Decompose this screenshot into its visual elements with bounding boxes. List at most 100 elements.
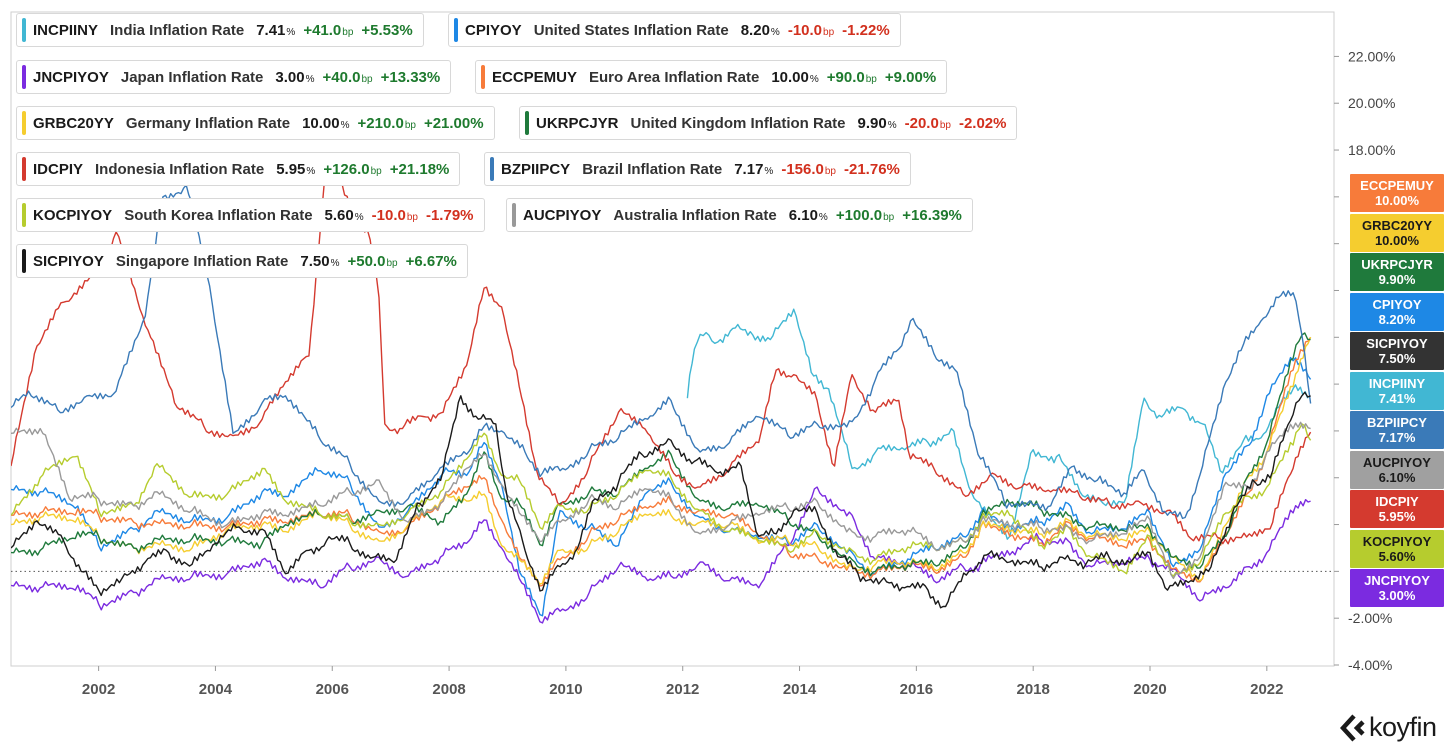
legend-value: 7.50% xyxy=(300,252,340,270)
series-line-aucpiyoy xyxy=(11,421,1311,580)
legend-ticker: UKRPCJYR xyxy=(536,114,619,132)
value-tag-aucpiyoy: AUCPIYOY 6.10% xyxy=(1350,450,1444,489)
legend-ticker: CPIYOY xyxy=(465,21,522,39)
value-tag-ticker: KOCPIYOY xyxy=(1362,533,1432,549)
value-tag-ticker: BZPIIPCY xyxy=(1367,415,1427,430)
series-line-sicpiyoy xyxy=(11,391,1311,609)
value-tag-value: 7.50% xyxy=(1378,351,1416,366)
legend-item-sicpiyoy[interactable]: SICPIYOY Singapore Inflation Rate 7.50% +50… xyxy=(16,244,468,278)
y-tick-label: 18.00% xyxy=(1348,142,1395,158)
value-tag-value: 5.60% xyxy=(1378,548,1416,564)
legend-value: 9.90% xyxy=(857,114,897,132)
legend-swatch xyxy=(22,65,26,89)
legend-name: Indonesia Inflation Rate xyxy=(95,160,265,178)
x-tick-label: 2002 xyxy=(82,681,115,698)
value-tag-value: 7.17% xyxy=(1378,430,1416,445)
legend-item-ukrpcjyr[interactable]: UKRPCJYR United Kingdom Inflation Rate 9.9… xyxy=(519,106,1018,140)
legend-item-jncpiyoy[interactable]: JNCPIYOY Japan Inflation Rate 3.00% +40.0bp… xyxy=(16,60,452,94)
legend-swatch xyxy=(512,203,516,227)
value-tag-ticker: SICPIYOY xyxy=(1366,336,1428,351)
series-line-idcpiy xyxy=(11,154,1312,545)
legend-name: India Inflation Rate xyxy=(110,21,245,39)
legend-ticker: KOCPIYOY xyxy=(33,206,113,224)
legend-ticker: ECCPEMUY xyxy=(492,68,578,86)
legend-item-idcpiy[interactable]: IDCPIY Indonesia Inflation Rate 5.95% +126.… xyxy=(16,152,461,186)
legend-change-pct: -1.22% xyxy=(842,21,890,39)
x-tick-label: 2016 xyxy=(900,681,933,698)
legend-item-bzpiipcy[interactable]: BZPIIPCY Brazil Inflation Rate 7.17% -156.0… xyxy=(484,152,911,186)
value-tag-jncpiyoy: JNCPIYOY 3.00% xyxy=(1350,569,1444,607)
legend-item-kocpiyoy[interactable]: KOCPIYOY South Korea Inflation Rate 5.60% -… xyxy=(16,198,485,232)
legend-change-pct: +6.67% xyxy=(405,252,457,270)
legend-swatch xyxy=(22,249,26,273)
legend-value: 10.00% xyxy=(302,114,350,132)
legend-change-bp: +40.0bp xyxy=(322,68,373,86)
value-tag-ticker: AUCPIYOY xyxy=(1363,454,1431,470)
legend-ticker: AUCPIYOY xyxy=(523,206,602,224)
legend-ticker: SICPIYOY xyxy=(33,252,104,270)
legend-value: 6.10% xyxy=(788,206,828,224)
legend-item-aucpiyoy[interactable]: AUCPIYOY Australia Inflation Rate 6.10% +10… xyxy=(506,198,973,232)
legend-item-cpiyoy[interactable]: CPIYOY United States Inflation Rate 8.20% -… xyxy=(448,13,901,47)
koyfin-logo: koyfin xyxy=(1340,712,1437,743)
value-tag-ticker: ECCPEMUY xyxy=(1360,178,1434,193)
legend-change-pct: -21.76% xyxy=(844,160,900,178)
value-tag-kocpiyoy: KOCPIYOY 5.60% xyxy=(1350,529,1444,568)
x-tick-label: 2006 xyxy=(316,681,349,698)
legend-swatch xyxy=(22,111,26,135)
koyfin-chevron-icon xyxy=(1340,713,1365,742)
x-tick-label: 2020 xyxy=(1133,681,1166,698)
x-tick-label: 2018 xyxy=(1016,681,1049,698)
value-tag-ticker: GRBC20YY xyxy=(1361,217,1433,233)
y-tick-label: -2.00% xyxy=(1348,610,1392,626)
legend-change-bp: +90.0bp xyxy=(826,68,877,86)
series-line-grbc20yy xyxy=(11,337,1312,585)
series-line-bzpiipcy xyxy=(11,184,1312,520)
legend-item-eccpemuy[interactable]: ECCPEMUY Euro Area Inflation Rate 10.00% +9… xyxy=(475,60,948,94)
koyfin-logo-text: koyfin xyxy=(1369,712,1437,742)
legend-change-bp: +41.0bp xyxy=(303,21,354,39)
value-tag-idcpiy: IDCPIY 5.95% xyxy=(1350,490,1444,528)
legend-change-bp: +100.0bp xyxy=(835,206,895,224)
y-tick-label: 20.00% xyxy=(1348,95,1395,111)
x-tick-label: 2004 xyxy=(199,681,233,698)
legend-ticker: JNCPIYOY xyxy=(33,68,109,86)
x-tick-label: 2010 xyxy=(549,681,582,698)
value-tag-ukrpcjyr: UKRPCJYR 9.90% xyxy=(1350,253,1444,291)
series-lines xyxy=(11,154,1312,624)
value-tag-value: 10.00% xyxy=(1374,193,1420,208)
legend-ticker: BZPIIPCY xyxy=(501,160,571,178)
legend-item-grbc20yy[interactable]: GRBC20YY Germany Inflation Rate 10.00% +210… xyxy=(16,106,495,140)
legend-change-bp: +210.0bp xyxy=(357,114,416,132)
value-tag-ticker: IDCPIY xyxy=(1375,494,1419,509)
legend-name: Brazil Inflation Rate xyxy=(582,160,723,178)
legend-name: Japan Inflation Rate xyxy=(120,68,264,86)
value-tag-ticker: UKRPCJYR xyxy=(1361,257,1433,272)
legend-change-pct: +21.18% xyxy=(389,160,450,178)
value-tag-cpiyoy: CPIYOY 8.20% xyxy=(1350,292,1444,331)
value-tag-bzpiipcy: BZPIIPCY 7.17% xyxy=(1350,411,1444,449)
legend-name: United States Inflation Rate xyxy=(533,21,729,39)
legend-value: 10.00% xyxy=(771,68,819,86)
legend-value: 7.17% xyxy=(734,160,774,178)
value-tag-value: 6.10% xyxy=(1378,469,1416,485)
x-axis: 2002 2004 2006 2008 2010 2012 2014 2016 2018 2020… xyxy=(82,666,1284,698)
x-tick-label: 2012 xyxy=(666,681,699,698)
value-tag-sicpiyoy: SICPIYOY 7.50% xyxy=(1350,332,1444,370)
legend-value: 5.95% xyxy=(276,160,316,178)
value-tag-value: 9.90% xyxy=(1378,272,1416,287)
legend-item-incpiiny[interactable]: INCPIINY India Inflation Rate 7.41% +41.0bp… xyxy=(16,13,424,47)
legend-change-pct: -1.79% xyxy=(425,206,474,224)
series-line-ukrpcjyr xyxy=(11,332,1311,577)
series-line-jncpiyoy xyxy=(11,486,1311,624)
legend-name: South Korea Inflation Rate xyxy=(124,206,313,224)
legend-value: 3.00% xyxy=(275,68,315,86)
value-tag-value: 5.95% xyxy=(1378,509,1416,524)
series-line-kocpiyoy xyxy=(11,423,1312,577)
legend-ticker: IDCPIY xyxy=(33,160,84,178)
legend-name: Singapore Inflation Rate xyxy=(115,252,289,270)
value-tag-incpiiny: INCPIINY 7.41% xyxy=(1350,371,1444,410)
series-line-cpiyoy xyxy=(11,356,1312,617)
value-tag-value: 3.00% xyxy=(1378,588,1416,603)
value-tag-value: 10.00% xyxy=(1374,232,1420,248)
